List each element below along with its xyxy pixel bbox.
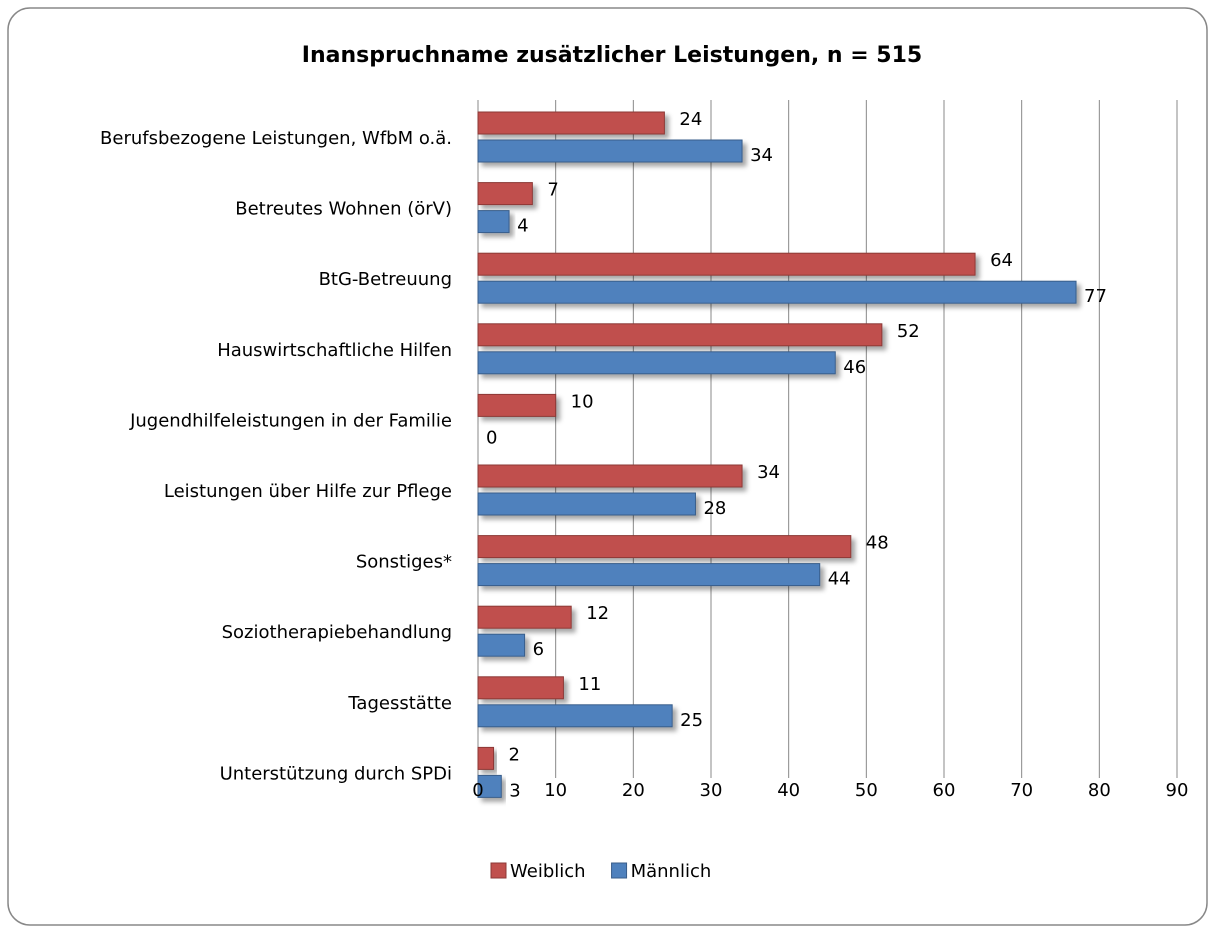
data-label: 77 — [1084, 286, 1107, 307]
bar — [477, 351, 836, 375]
bar — [477, 676, 564, 700]
legend-label: Männlich — [631, 861, 712, 882]
data-label: 24 — [679, 109, 702, 130]
bar — [477, 492, 696, 516]
x-tick-label: 80 — [1088, 780, 1111, 801]
bar — [477, 563, 821, 587]
bar — [477, 323, 883, 347]
x-tick-label: 10 — [544, 780, 567, 801]
data-label: 28 — [703, 498, 726, 519]
data-label: 48 — [866, 533, 889, 554]
data-label: 52 — [897, 321, 920, 342]
y-tick-label: Unterstützung durch SPDi — [220, 763, 452, 784]
x-tick-label: 90 — [1166, 780, 1189, 801]
data-label: 44 — [828, 569, 851, 590]
data-label: 6 — [533, 639, 544, 660]
data-label: 34 — [750, 145, 773, 166]
bar — [477, 111, 665, 135]
y-tick-label: Berufsbezogene Leistungen, WfbM o.ä. — [100, 128, 452, 149]
x-tick-label: 0 — [472, 780, 483, 801]
bar — [477, 280, 1077, 304]
bar — [477, 139, 743, 163]
legend-swatch — [490, 862, 507, 879]
x-tick-label: 50 — [855, 780, 878, 801]
bar — [477, 746, 495, 770]
y-tick-label: BtG-Betreuung — [319, 269, 452, 290]
chart-title: Inanspruchname zusätzlicher Leistungen, … — [302, 43, 922, 68]
x-tick-label: 60 — [933, 780, 956, 801]
data-label: 12 — [586, 603, 609, 624]
bar — [477, 252, 976, 276]
data-label: 7 — [547, 180, 558, 201]
bar — [477, 774, 502, 798]
bar — [477, 182, 533, 206]
y-tick-label: Jugendhilfeleistungen in der Familie — [129, 410, 452, 431]
bar — [477, 464, 743, 488]
y-tick-label: Betreutes Wohnen (örV) — [235, 199, 452, 220]
x-tick-label: 70 — [1010, 780, 1033, 801]
data-label: 64 — [990, 250, 1013, 271]
bar — [477, 605, 572, 629]
data-label: 34 — [757, 462, 780, 483]
data-label: 2 — [509, 744, 520, 765]
data-label: 4 — [517, 216, 528, 237]
bar — [477, 704, 673, 728]
y-tick-label: Tagesstätte — [347, 693, 452, 714]
y-tick-label: Leistungen über Hilfe zur Pflege — [164, 481, 452, 502]
y-tick-label: Hauswirtschaftliche Hilfen — [217, 340, 452, 361]
x-tick-label: 20 — [622, 780, 645, 801]
data-label: 11 — [578, 674, 601, 695]
legend-label: Weiblich — [510, 861, 586, 882]
y-tick-label: Soziotherapiebehandlung — [222, 622, 452, 643]
data-label: 25 — [680, 710, 703, 731]
bar — [477, 633, 526, 657]
legend-swatch — [611, 862, 628, 879]
data-label: 46 — [843, 357, 866, 378]
y-tick-label: Sonstiges* — [356, 552, 452, 573]
bar — [477, 393, 557, 417]
data-label: 0 — [486, 427, 497, 448]
bar — [477, 210, 510, 234]
bar — [477, 535, 852, 559]
data-label: 10 — [571, 391, 594, 412]
x-tick-label: 30 — [700, 780, 723, 801]
x-tick-label: 40 — [777, 780, 800, 801]
data-label: 3 — [509, 780, 520, 801]
